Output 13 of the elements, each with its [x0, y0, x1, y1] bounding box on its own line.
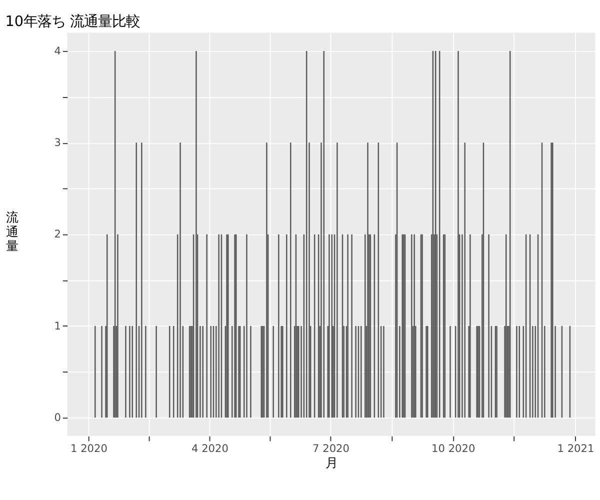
x-axis-title: 月: [326, 455, 338, 470]
chart-title: 10年落ち 流通量比較: [5, 14, 140, 30]
y-tick-label: 2: [54, 228, 61, 241]
y-tick-label: 1: [54, 320, 61, 332]
y-tick-label: 4: [54, 45, 62, 58]
x-tick-label: 1 2021: [557, 442, 594, 455]
y-axis-title: 流通量: [6, 209, 18, 254]
x-tick-label: 7 2020: [312, 442, 350, 455]
y-tick-label: 0: [54, 412, 62, 424]
x-tick-label: 1 2020: [70, 442, 108, 455]
x-tick-label: 10 2020: [432, 442, 476, 455]
x-tick-label: 4 2020: [192, 442, 229, 455]
y-tick-label: 3: [54, 137, 61, 150]
